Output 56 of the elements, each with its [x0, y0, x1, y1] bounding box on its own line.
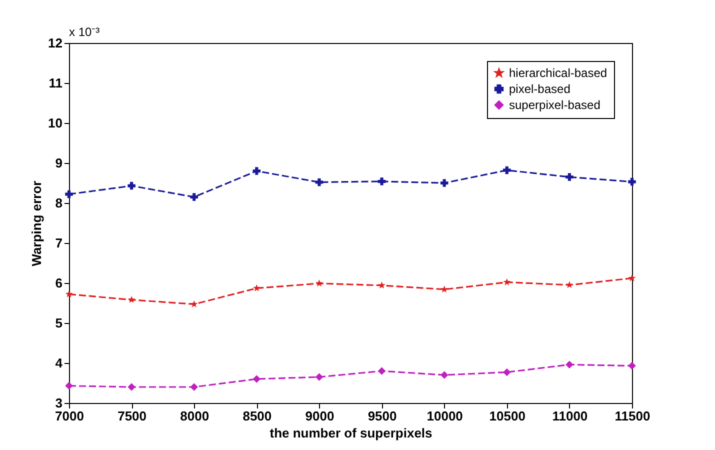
point [190, 193, 198, 201]
point [628, 274, 636, 282]
y-axis-title: Warping error [29, 180, 44, 266]
x-tick-label: 8000 [180, 408, 210, 424]
point [440, 179, 448, 187]
x-tick-label: 9000 [305, 408, 334, 424]
x-tick-label: 8500 [242, 408, 272, 424]
y-tick-label: 12 [48, 36, 62, 50]
point [128, 296, 136, 303]
y-tick-label: 3 [55, 396, 62, 410]
point [65, 290, 73, 298]
y-tick-label: 9 [55, 156, 62, 170]
point [315, 373, 324, 381]
point [65, 382, 73, 390]
legend-label: hierarchical-based [509, 66, 608, 80]
point [252, 284, 260, 292]
point [315, 178, 324, 186]
x-tick-label: 10000 [426, 408, 463, 424]
point [628, 178, 636, 186]
point [503, 368, 511, 376]
y-tick-label: 7 [55, 236, 62, 250]
point [378, 178, 386, 186]
point [378, 367, 386, 375]
x-tick-label: 7500 [118, 408, 147, 424]
x-tick-label: 11000 [552, 408, 588, 424]
y-tick-label: 5 [55, 316, 62, 330]
x-axis-title: the number of superpixels [270, 426, 432, 440]
point [65, 190, 73, 198]
point [628, 362, 636, 370]
point [316, 280, 323, 287]
y-tick-label: 6 [55, 276, 62, 290]
point [190, 300, 198, 308]
point [128, 383, 136, 391]
x-tick-label: 10500 [489, 408, 526, 424]
point [440, 286, 448, 293]
y-tick-label: 8 [55, 196, 62, 210]
x-tick-label: 11500 [614, 408, 650, 424]
point [503, 278, 511, 286]
point [252, 375, 261, 383]
point [440, 371, 448, 379]
point [566, 360, 574, 368]
x-tick-label: 7000 [55, 408, 84, 424]
y-tick-label: 4 [55, 356, 64, 370]
point [566, 281, 574, 288]
point [566, 173, 574, 181]
legend-label: pixel-based [509, 82, 570, 96]
y-tick-label: 10 [48, 116, 62, 130]
point [190, 383, 198, 391]
point [503, 166, 511, 174]
text: x 10⁻³ [69, 25, 100, 39]
y-tick-label: 11 [48, 76, 62, 90]
point [128, 182, 136, 190]
legend-label: superpixel-based [509, 98, 600, 112]
point [378, 282, 386, 289]
point [252, 167, 261, 175]
x-tick-label: 9500 [368, 408, 397, 424]
